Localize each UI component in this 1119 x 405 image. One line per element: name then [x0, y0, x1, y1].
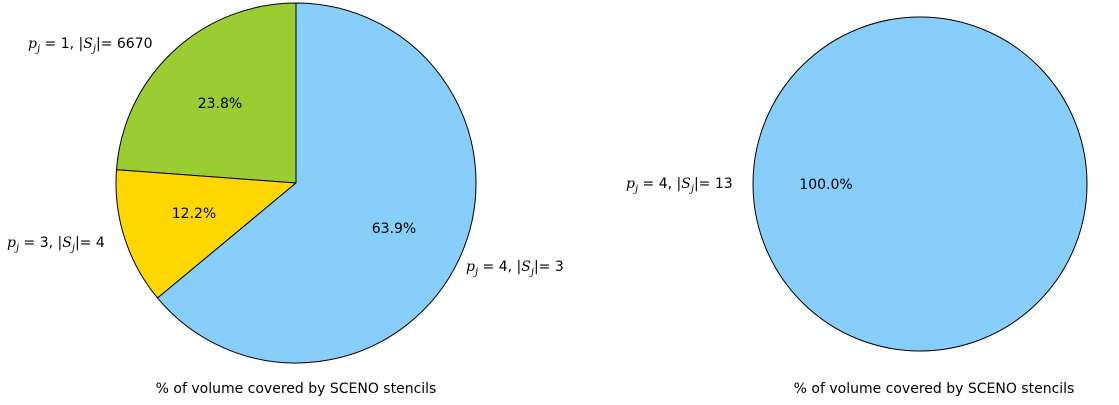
- pie-0-slice-label-p1: pj = 1, |Sj|= 6670: [28, 36, 153, 55]
- pie-0-slice-label-p4: pj = 4, |Sj|= 3: [466, 259, 564, 278]
- pie-1-slice-label-p4: pj = 4, |Sj|= 13: [626, 176, 733, 195]
- pie-left-xlabel: % of volume covered by SCENO stencils: [156, 381, 437, 397]
- pie-right-xlabel: % of volume covered by SCENO stencils: [794, 381, 1075, 397]
- pie-1-pct-label-p4: 100.0%: [799, 177, 852, 193]
- pie-0-slice-label-p3: pj = 3, |Sj|= 4: [7, 235, 105, 254]
- pie-0-pct-label-p3: 12.2%: [172, 206, 216, 222]
- pie-chart-right: 100.0% pj = 4, |Sj|= 13: [626, 16, 1088, 352]
- pie-0-pct-label-p4: 63.9%: [372, 221, 416, 237]
- pie-0-pct-label-p1: 23.8%: [198, 96, 242, 112]
- pie-0-slice-p4: [157, 2, 477, 364]
- pie-0-slice-p3: [115, 169, 297, 299]
- pie-chart-left: 23.8% pj = 1, |Sj|= 6670 12.2% pj = 3, |Sj|…: [7, 2, 564, 364]
- pie-1-slice-p4: [752, 16, 1088, 352]
- pie-0-slice-p1: [115, 2, 297, 184]
